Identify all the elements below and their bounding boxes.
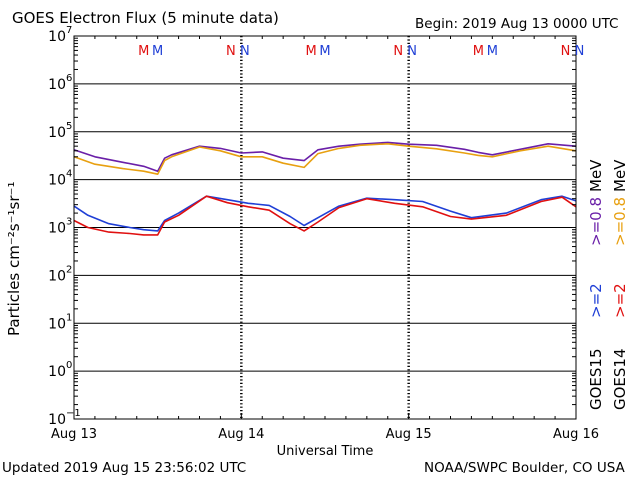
- mn-marker: N: [226, 44, 236, 59]
- y-tick-label: 10: [48, 173, 66, 189]
- legend-goes14-gt08: >=0.8: [611, 197, 629, 246]
- series-line: [73, 195, 577, 232]
- mn-marker: M: [152, 44, 163, 59]
- y-tick-exponent: 4: [66, 169, 72, 180]
- mn-marker: N: [575, 44, 585, 59]
- mn-marker: N: [561, 44, 571, 59]
- mn-marker: N: [240, 44, 250, 59]
- mn-marker: M: [487, 44, 498, 59]
- mn-marker: M: [305, 44, 316, 59]
- x-tick-label: Aug 16: [553, 427, 599, 442]
- legend-unit-goes14: MeV: [611, 159, 629, 192]
- y-tick-exponent: 0: [66, 360, 72, 371]
- grid-lines: [74, 83, 576, 372]
- series-line: [73, 195, 577, 236]
- y-tick-exponent: 6: [66, 73, 72, 84]
- legend-goes14-gt2: >=2: [611, 283, 629, 318]
- x-axis-ticks: Aug 13 Aug 14 Aug 15 Aug 16: [51, 36, 599, 442]
- y-tick-exponent: 5: [66, 121, 72, 132]
- y-tick-exponent: 3: [66, 217, 72, 228]
- x-tick-label: Aug 13: [51, 427, 97, 442]
- y-tick-exponent: −1: [66, 408, 81, 419]
- y-tick-label: 10: [48, 125, 66, 141]
- series-line: [73, 141, 577, 172]
- mn-marker: M: [319, 44, 330, 59]
- y-tick-label: 10: [48, 221, 66, 237]
- mn-marker: M: [473, 44, 484, 59]
- y-tick-label: 10: [48, 77, 66, 93]
- credit-text: NOAA/SWPC Boulder, CO USA: [424, 460, 625, 476]
- y-tick-exponent: 2: [66, 264, 72, 275]
- mn-marker: N: [407, 44, 417, 59]
- x-tick-label: Aug 15: [386, 427, 432, 442]
- y-axis-label: Particles cm⁻²s⁻¹sr⁻¹: [5, 181, 23, 336]
- series-lines: [73, 141, 577, 236]
- day-divider-lines: [240, 36, 410, 419]
- chart-title: GOES Electron Flux (5 minute data): [12, 9, 279, 27]
- y-tick-label: 10: [48, 316, 66, 332]
- legend-goes15-gt08: >=0.8: [587, 197, 605, 246]
- y-tick-label: 10: [48, 412, 66, 428]
- y-tick-label: 10: [48, 364, 66, 380]
- y-tick-label: 10: [48, 29, 66, 45]
- legend-goes15-gt2: >=2: [587, 283, 605, 318]
- series-line: [73, 143, 577, 175]
- x-tick-label: Aug 14: [218, 427, 264, 442]
- mn-marker: M: [138, 44, 149, 59]
- legend-goes15: GOES15: [587, 348, 605, 410]
- y-tick-exponent: 1: [66, 312, 72, 323]
- updated-timestamp: Updated 2019 Aug 15 23:56:02 UTC: [2, 460, 247, 476]
- legend-unit-goes15: MeV: [587, 159, 605, 192]
- mn-marker: N: [393, 44, 403, 59]
- y-tick-label: 10: [48, 268, 66, 284]
- x-axis-label: Universal Time: [277, 444, 374, 459]
- y-tick-exponent: 7: [66, 25, 72, 36]
- legend-goes14: GOES14: [611, 348, 629, 410]
- begin-time: Begin: 2019 Aug 13 0000 UTC: [415, 16, 619, 32]
